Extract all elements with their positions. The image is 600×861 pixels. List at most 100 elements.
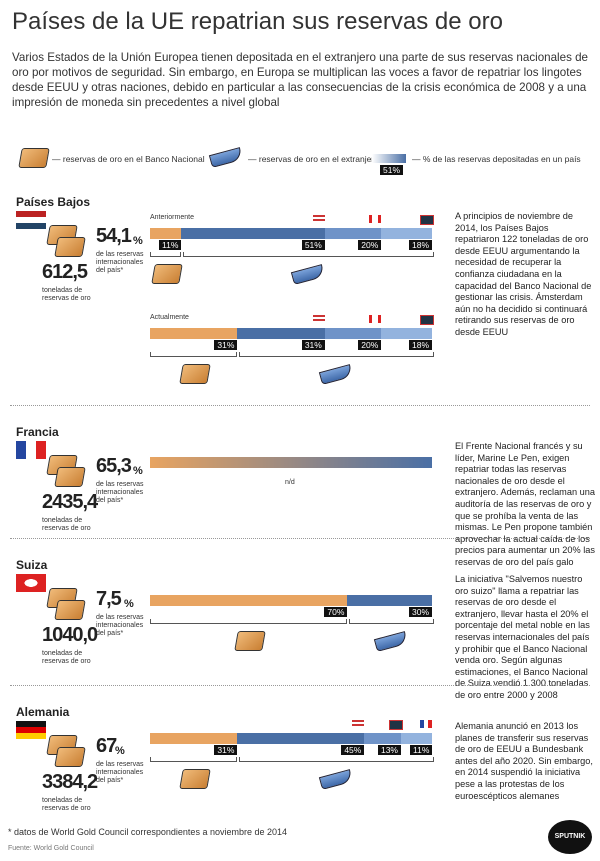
title: Países de la UE repatrian sus reservas d… (12, 8, 503, 35)
gold-icon (233, 631, 266, 651)
share-value: 65,3 (96, 455, 132, 477)
gold-icon (54, 747, 86, 767)
share-value: 7,5 (96, 588, 122, 610)
ship-icon (318, 769, 353, 790)
segment-flag (312, 315, 325, 323)
legend-home: — reservas de oro en el Banco Nacional (52, 154, 205, 164)
bar-segment (237, 328, 325, 339)
bar-segment (150, 595, 348, 606)
share-value: 54,1 (96, 225, 132, 247)
segment-flag (420, 215, 434, 225)
brace-home (150, 352, 238, 357)
legend-sample: 51% (380, 165, 404, 175)
bar-segment (324, 228, 382, 239)
share-note: de las reservas internacionales del país… (96, 761, 144, 784)
country-flag (16, 721, 46, 739)
brace-home (150, 619, 348, 624)
share-value: 67 (96, 735, 117, 757)
bar-segment (347, 595, 432, 606)
segment-flag (352, 720, 365, 728)
segment-label: 18% (409, 340, 433, 350)
bar-segment (364, 733, 401, 744)
gold-icon (54, 467, 86, 487)
tonnes-value: 1040,0 (42, 624, 98, 646)
segment-label: 11% (159, 240, 182, 250)
brace-abroad (183, 252, 434, 257)
segment-flag (420, 315, 434, 325)
legend-share: — % de las reservas depositadas en un pa… (412, 154, 581, 164)
segment-label: 31% (301, 340, 325, 350)
separator (10, 405, 590, 406)
brace-home (150, 757, 238, 762)
footnote: * datos de World Gold Council correspond… (8, 827, 287, 837)
gold-icon (150, 264, 183, 284)
country-name: Francia (16, 425, 59, 439)
segment-label: 45% (341, 745, 365, 755)
bar-segment (150, 733, 238, 744)
segment-label: 70% (324, 607, 348, 617)
segment-label: 51% (301, 240, 325, 250)
bar-segment (237, 733, 365, 744)
separator (10, 538, 590, 539)
share-unit: % (124, 598, 134, 610)
description: El Frente Nacional francés y su líder, M… (455, 441, 595, 567)
segment-label: 11% (410, 745, 433, 755)
legend-abroad: — reservas de oro en el extranjero (248, 154, 379, 164)
country-name: Suiza (16, 558, 48, 572)
tonnes-value: 2435,4 (42, 491, 98, 513)
country-flag (16, 211, 46, 229)
country-flag (16, 574, 46, 592)
country-name: Alemania (16, 705, 70, 719)
share-unit: % (133, 465, 143, 477)
ship-icon (208, 147, 244, 168)
gold-icon (18, 148, 50, 168)
description: A principios de noviembre de 2014, los P… (455, 211, 592, 337)
bar-segment (324, 328, 382, 339)
tonnes-note: toneladas de reservas de oro (42, 287, 91, 302)
bar-segment (150, 328, 238, 339)
description: Alemania anunció en 2013 los planes de t… (455, 721, 593, 801)
tonnes-note: toneladas de reservas de oro (42, 517, 91, 532)
bar-segment (381, 228, 432, 239)
bar-na-label: n/d (285, 479, 295, 486)
tonnes-note: toneladas de reservas de oro (42, 797, 91, 812)
segment-flag (312, 215, 325, 223)
bar-segment (150, 228, 182, 239)
bar-caption: Actualmente (150, 314, 189, 321)
segment-label: 31% (214, 745, 238, 755)
segment-label: 20% (358, 240, 382, 250)
ship-icon (373, 631, 408, 652)
share-note: de las reservas internacionales del país… (96, 481, 144, 504)
segment-flag (420, 720, 432, 728)
legend-bar (372, 154, 406, 163)
share-note: de las reservas internacionales del país… (96, 614, 144, 637)
brace-abroad (349, 619, 434, 624)
tonnes-value: 3384,2 (42, 771, 98, 793)
gold-icon (178, 769, 211, 789)
country-flag (16, 441, 46, 459)
gold-icon (178, 364, 211, 384)
share-note: de las reservas internacionales del país… (96, 251, 144, 274)
country-name: Países Bajos (16, 195, 91, 209)
brace-home (150, 252, 182, 257)
source: Fuente: World Gold Council (8, 845, 94, 852)
segment-flag (369, 315, 382, 323)
gold-icon (54, 237, 86, 257)
brand-logo: SPUTNIK (548, 820, 592, 854)
segment-label: 30% (409, 607, 433, 617)
tonnes-value: 612,5 (42, 261, 88, 283)
segment-label: 20% (358, 340, 382, 350)
segment-label: 18% (409, 240, 433, 250)
description: La iniciativa "Salvemos nuestro oro suiz… (455, 574, 590, 700)
ship-icon (290, 264, 325, 285)
bar-caption: Anteriormente (150, 214, 194, 221)
tonnes-note: toneladas de reservas de oro (42, 650, 91, 665)
bar-na (150, 457, 432, 468)
share-unit: % (133, 235, 143, 247)
segment-label: 13% (377, 745, 401, 755)
share-unit: % (115, 745, 125, 757)
bar-segment (381, 328, 432, 339)
brace-abroad (239, 757, 434, 762)
ship-icon (318, 364, 353, 385)
brace-abroad (239, 352, 434, 357)
